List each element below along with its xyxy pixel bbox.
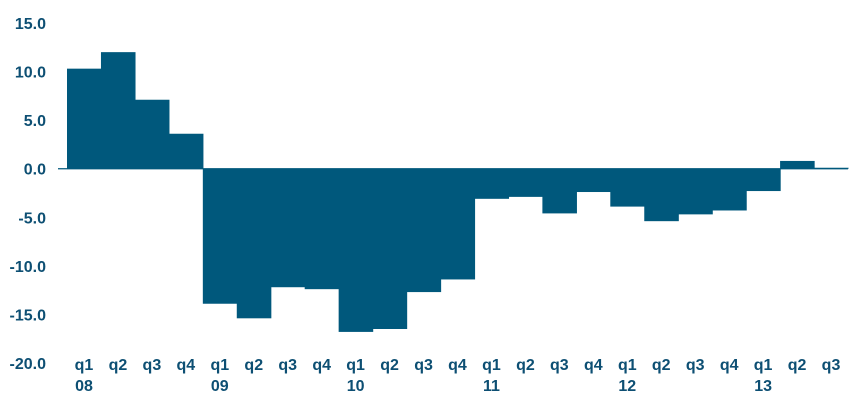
y-tick-label: -10.0 (10, 259, 47, 276)
bar (474, 168, 510, 199)
x-tick-label: q1 (482, 357, 501, 374)
x-tick-label: q1 (75, 357, 94, 374)
x-year-label: 09 (211, 378, 229, 394)
y-tick-label: 15.0 (15, 16, 46, 33)
bar (644, 168, 679, 222)
x-tick-label: q3 (686, 357, 705, 374)
x-tick-label: q3 (278, 357, 297, 374)
x-tick-label: q1 (346, 357, 365, 374)
x-year-label: 08 (75, 378, 93, 394)
bars (67, 52, 849, 332)
bar (440, 168, 476, 280)
bar (542, 168, 577, 214)
x-year-label: 13 (754, 378, 772, 394)
y-tick-label: 0.0 (24, 162, 46, 179)
x-tick-label: q4 (312, 357, 331, 374)
x-axis-ticks: q1 q2 q3 q4 q1 q2 q3 q4 q1 q2 q3 q4 q1 q2 q3 q4 q1 q2 q3 q4… (75, 357, 841, 374)
x-tick-label: q3 (143, 357, 162, 374)
y-tick-label: -20.0 (10, 356, 47, 373)
bar (67, 68, 102, 169)
x-tick-label: q2 (652, 357, 671, 374)
x-tick-label: q4 (448, 357, 467, 374)
bar (508, 168, 543, 197)
x-year-label: 12 (618, 378, 636, 394)
bar (678, 168, 713, 215)
x-tick-label: q3 (414, 357, 433, 374)
y-tick-label: 5.0 (24, 113, 46, 130)
x-tick-label: q2 (788, 357, 807, 374)
x-year-label: 10 (347, 378, 365, 394)
bar (338, 168, 374, 332)
bar (712, 168, 747, 211)
x-tick-label: q1 (754, 357, 773, 374)
bar (100, 52, 136, 169)
bar (270, 168, 306, 288)
bar (746, 168, 781, 192)
x-tick-label: q1 (618, 357, 637, 374)
bar (610, 168, 645, 207)
x-tick-label: q2 (244, 357, 263, 374)
y-tick-label: -5.0 (18, 210, 46, 227)
bar (168, 133, 204, 169)
x-tick-label: q1 (210, 357, 229, 374)
x-tick-label: q2 (109, 357, 128, 374)
x-year-label: 11 (483, 378, 500, 394)
bar (576, 168, 611, 193)
x-tick-label: q3 (822, 357, 841, 374)
y-axis-ticks: 15.0 10.0 5.0 0.0 -5.0 -10.0 -15.0 -20.0 (10, 16, 47, 373)
x-tick-label: q2 (516, 357, 535, 374)
x-tick-label: q4 (177, 357, 196, 374)
x-axis-year-labels: 08 09 10 11 12 13 (75, 378, 772, 394)
y-tick-label: -15.0 (10, 307, 47, 324)
bar (134, 99, 170, 169)
bar (236, 168, 272, 319)
x-tick-label: q4 (720, 357, 739, 374)
y-tick-label: 10.0 (15, 65, 46, 82)
x-tick-label: q4 (584, 357, 603, 374)
bar (780, 160, 815, 169)
bar (372, 168, 408, 329)
x-tick-label: q2 (380, 357, 399, 374)
x-tick-label: q3 (550, 357, 569, 374)
bar (304, 168, 340, 290)
bar (406, 168, 442, 293)
bar (202, 168, 238, 304)
